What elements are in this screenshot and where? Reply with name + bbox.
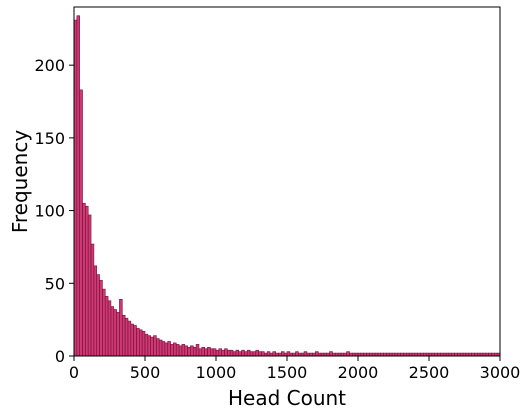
histogram-bar — [229, 349, 234, 357]
histogram-bar — [252, 351, 257, 357]
histogram-bar — [198, 348, 203, 357]
y-tick-label: 0 — [55, 347, 65, 366]
histogram-bar — [212, 348, 217, 357]
y-tick-label: 100 — [34, 202, 65, 221]
histogram-bar — [93, 265, 98, 357]
x-axis-label: Head Count — [228, 386, 346, 410]
histogram-bar — [192, 346, 197, 357]
histogram-bar — [136, 328, 140, 357]
histogram-bar — [90, 243, 95, 357]
histogram-bar — [329, 351, 333, 357]
histogram-bar — [181, 344, 186, 357]
histogram-bar — [227, 349, 231, 357]
histogram-bar — [113, 309, 117, 357]
x-tick-label: 1500 — [267, 363, 308, 382]
histogram-bar — [150, 336, 154, 357]
histogram-bar — [187, 346, 191, 357]
histogram-bar — [224, 348, 228, 357]
histogram-bar — [235, 349, 240, 357]
histogram-bar — [99, 280, 103, 357]
histogram-bar — [153, 335, 157, 357]
histogram-bar — [170, 344, 174, 357]
histogram-bar — [272, 351, 276, 357]
histogram-bar — [139, 329, 143, 357]
histogram-bar — [96, 274, 100, 357]
histogram-bar — [221, 349, 225, 357]
histogram-bar — [258, 351, 262, 357]
histogram-bar — [232, 351, 237, 357]
histogram-bar — [178, 345, 183, 357]
histogram-bar — [79, 89, 83, 357]
histogram-bar — [144, 333, 149, 357]
histogram-bar — [104, 296, 109, 357]
histogram-bar — [147, 335, 151, 357]
histogram-bar — [215, 349, 220, 357]
x-tick-label: 1000 — [196, 363, 237, 382]
histogram-bar — [246, 349, 251, 357]
histogram-bar — [249, 351, 254, 357]
histogram-bar — [119, 298, 123, 357]
histogram-bar — [107, 300, 112, 357]
histogram-bar — [130, 323, 134, 357]
histogram-bar — [87, 214, 92, 357]
histogram-bar — [195, 344, 200, 357]
histogram-bar — [281, 351, 285, 357]
bars-group — [73, 15, 501, 357]
histogram-bar — [127, 320, 132, 357]
x-tick-label: 3000 — [480, 363, 521, 382]
x-axis-ticks: 0 500 1000 1500 2000 2500 3000 — [69, 356, 520, 382]
x-tick-label: 500 — [130, 363, 161, 382]
histogram-bar — [303, 351, 308, 357]
histogram-bar — [173, 342, 177, 357]
histogram-bar — [116, 312, 120, 357]
histogram-bar — [167, 341, 171, 357]
x-tick-label: 2000 — [338, 363, 379, 382]
histogram-bar — [158, 339, 163, 357]
histogram-bar — [175, 344, 180, 357]
plot-frame — [73, 6, 501, 357]
histogram-bar — [164, 342, 169, 357]
histogram-bar — [124, 317, 129, 357]
histogram-bar — [201, 346, 205, 357]
y-axis-label: Frequency — [8, 130, 32, 233]
histogram-bar — [141, 330, 146, 357]
histogram-bar — [190, 345, 194, 357]
histogram-bar — [346, 351, 350, 357]
histogram-bar — [82, 203, 86, 357]
histogram-bar — [244, 351, 248, 357]
histogram-bar — [266, 351, 271, 357]
y-axis-ticks: 0 50 100 150 200 — [34, 56, 74, 366]
y-tick-label: 200 — [34, 56, 65, 75]
y-tick-label: 50 — [45, 274, 65, 293]
x-tick-label: 2500 — [409, 363, 450, 382]
histogram-bar — [110, 306, 115, 357]
histogram-bar — [156, 338, 160, 357]
histogram-bar — [210, 348, 214, 357]
histogram-bar — [133, 325, 137, 357]
histogram-bar — [204, 348, 208, 357]
histogram-bar — [218, 348, 222, 357]
histogram-bar — [241, 349, 245, 357]
histogram-bar — [315, 351, 319, 357]
histogram-bar — [102, 288, 106, 357]
histogram-bar — [255, 349, 259, 357]
histogram-bar — [286, 351, 291, 357]
histogram-bar — [184, 345, 188, 357]
histogram-bar — [261, 351, 265, 357]
y-tick-label: 150 — [34, 129, 65, 148]
histogram-bar — [238, 351, 242, 357]
histogram-bar — [121, 314, 126, 357]
histogram-bar — [76, 15, 80, 357]
x-tick-label: 0 — [69, 363, 79, 382]
histogram-bar — [85, 205, 89, 357]
histogram-bar — [161, 341, 166, 357]
histogram-bar — [207, 346, 211, 357]
histogram-bar — [295, 351, 299, 357]
